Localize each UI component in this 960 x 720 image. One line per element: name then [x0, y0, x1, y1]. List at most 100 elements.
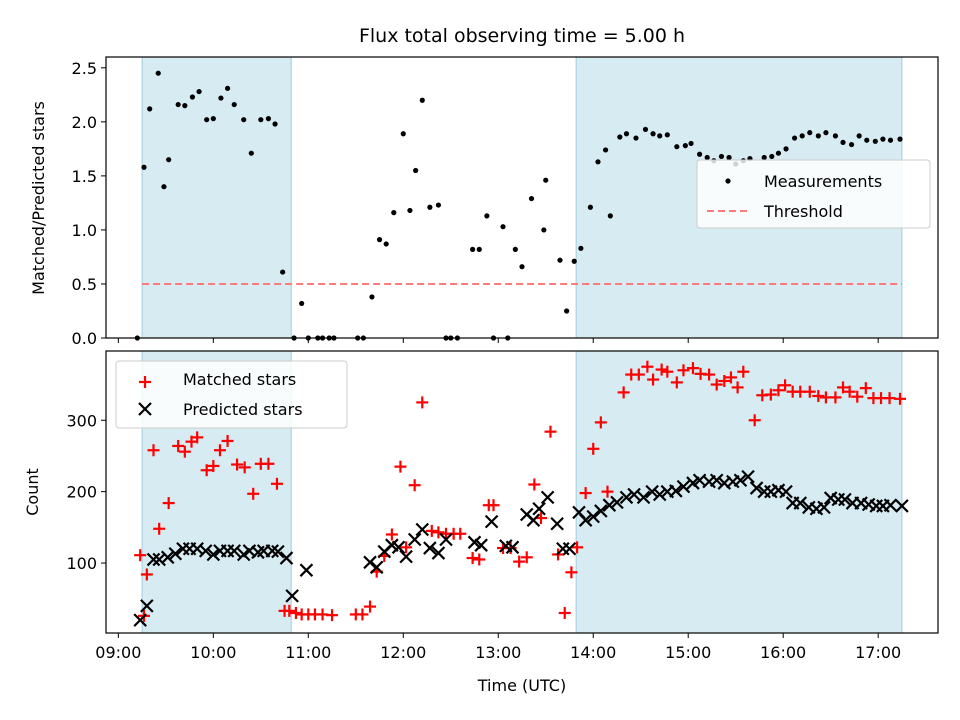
measurement-point	[650, 131, 656, 137]
predicted-star-stroke	[823, 491, 838, 505]
predicted-star-stroke	[779, 484, 793, 499]
measurement-point	[864, 137, 870, 143]
predicted-star-stroke	[271, 544, 285, 559]
predicted-star-stroke	[391, 540, 406, 555]
predicted-star-stroke	[467, 535, 482, 550]
matched-star-point	[764, 388, 777, 401]
legend-measurements-marker	[725, 178, 731, 184]
measurement-point	[166, 157, 172, 163]
matched-star-point	[594, 416, 607, 429]
matched-star-point	[140, 568, 153, 581]
measurement-point	[189, 94, 196, 100]
predicted-star-stroke	[586, 509, 601, 524]
predicted-star-stroke	[540, 490, 555, 505]
predicted-star-point	[505, 540, 520, 555]
matched-star-point	[356, 608, 369, 621]
matched-star-point	[425, 524, 438, 537]
top-ytick-label: 2.0	[72, 113, 97, 132]
matched-star-point	[565, 566, 578, 579]
predicted-star-stroke	[133, 613, 147, 627]
measurement-point	[674, 144, 680, 150]
matched-star-point	[178, 445, 191, 458]
predicted-star-stroke	[771, 483, 786, 497]
predicted-star-point	[610, 495, 624, 510]
legend-matched-marker	[139, 376, 151, 388]
matched-star-point	[558, 607, 571, 620]
matched-star-point	[172, 439, 185, 452]
matched-star-point	[289, 607, 302, 620]
predicted-star-stroke	[594, 504, 608, 518]
predicted-star-point	[652, 487, 667, 502]
predicted-star-point	[532, 501, 546, 516]
measurement-point	[141, 164, 147, 170]
matched-star-point	[843, 385, 856, 398]
predicted-star-point	[540, 490, 555, 505]
predicted-star-point	[645, 484, 659, 499]
predicted-star-stroke	[854, 496, 868, 510]
matched-star-point	[837, 381, 850, 394]
matched-star-point	[385, 528, 398, 541]
predicted-star-stroke	[484, 514, 499, 529]
measurement-point	[602, 147, 609, 153]
predicted-star-point	[733, 473, 748, 487]
predicted-star-stroke	[861, 497, 876, 512]
measurement-point	[564, 308, 570, 314]
matched-star-point	[400, 541, 413, 554]
measurement-point	[823, 130, 829, 136]
measurement-point	[241, 117, 247, 123]
bottom-xtick-label: 14:00	[570, 643, 616, 662]
matched-star-point	[200, 464, 213, 477]
measurement-point	[595, 159, 601, 165]
matched-star-point	[579, 487, 592, 500]
predicted-star-stroke	[146, 552, 161, 567]
measurement-point	[427, 204, 433, 210]
predicted-star-stroke	[883, 498, 898, 512]
legend-measurements-label: Measurements	[764, 172, 882, 191]
predicted-star-stroke	[749, 481, 764, 495]
predicted-star-point	[709, 473, 724, 487]
predicted-star-point	[779, 484, 793, 499]
predicted-star-point	[299, 563, 314, 577]
measurement-point	[512, 246, 518, 252]
top-ytick-label: 0.5	[72, 275, 97, 294]
measurement-point	[500, 224, 506, 230]
matched-star-point	[851, 390, 864, 403]
measurement-point	[664, 132, 670, 138]
top-legend-box	[696, 159, 931, 229]
predicted-star-stroke	[578, 513, 593, 527]
predicted-star-stroke	[838, 492, 852, 507]
matched-star-point	[617, 386, 630, 399]
predicted-star-point	[198, 544, 213, 558]
predicted-star-point	[168, 546, 183, 561]
matched-star-point	[466, 552, 479, 565]
chart-title: Flux total observing time = 5.00 h	[359, 25, 685, 47]
measurement-point	[657, 133, 663, 139]
measurement-point	[769, 153, 775, 160]
matched-star-point	[432, 526, 445, 539]
predicted-star-stroke	[669, 484, 683, 498]
predicted-star-point	[160, 550, 175, 565]
predicted-star-point	[594, 504, 608, 518]
predicted-star-point	[407, 532, 422, 547]
matched-star-point	[677, 364, 690, 377]
bottom-xtick-label: 15:00	[665, 643, 711, 662]
measurement-point	[419, 97, 425, 103]
top-ytick-label: 0.0	[72, 329, 97, 348]
predicted-star-point	[550, 516, 564, 531]
matched-star-point	[364, 600, 377, 613]
measurement-point	[470, 246, 476, 252]
predicted-star-point	[627, 487, 641, 502]
top-ytick-label: 1.5	[72, 167, 97, 186]
predicted-star-stroke	[562, 541, 577, 556]
matched-star-point	[454, 527, 467, 540]
predicted-star-point	[526, 513, 541, 527]
matched-star-point	[859, 382, 872, 395]
measurement-point	[856, 133, 862, 139]
predicted-star-point	[415, 522, 430, 537]
measurement-point	[623, 131, 630, 137]
measurement-point	[376, 237, 383, 243]
bottom-legend-box	[115, 360, 348, 429]
matched-star-point	[686, 362, 699, 375]
predicted-star-stroke	[160, 550, 175, 565]
